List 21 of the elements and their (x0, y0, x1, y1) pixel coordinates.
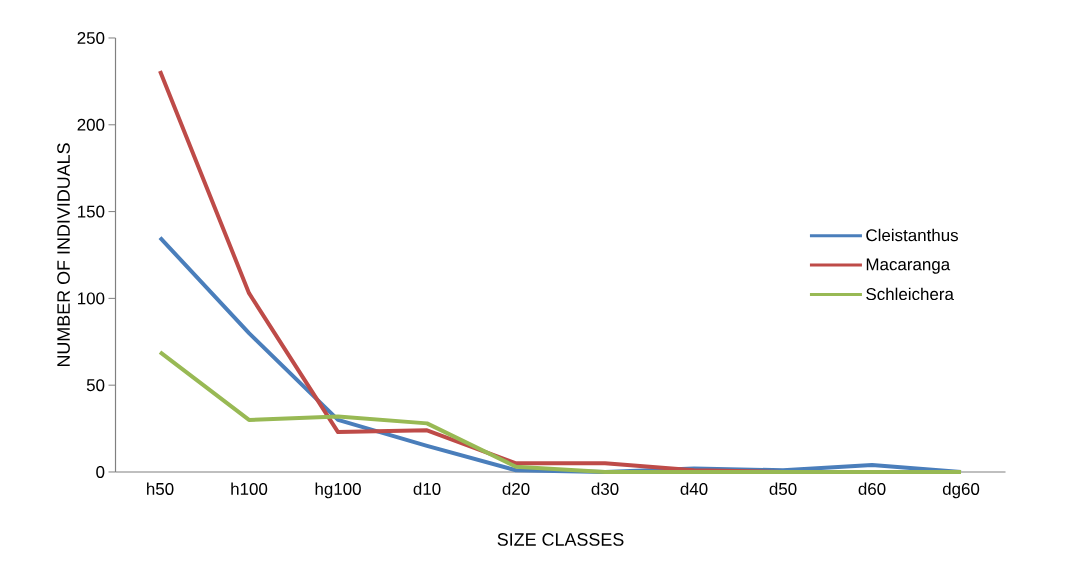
y-tick-label: 200 (77, 118, 105, 131)
legend-label: Macaranga (866, 258, 951, 274)
x-axis-title: SIZE CLASSES (497, 533, 624, 546)
x-tick-label: d20 (502, 482, 530, 495)
y-tick-label: 0 (96, 465, 105, 478)
x-tick-label: d10 (413, 482, 441, 495)
y-axis-title: NUMBER OF INDIVIDUALS (57, 143, 70, 367)
x-tick-label: d30 (591, 482, 619, 495)
x-tick-label: dg60 (942, 482, 980, 499)
y-tick-label: 50 (86, 379, 105, 392)
legend-label: Schleichera (866, 287, 954, 301)
x-tick-label: h100 (231, 482, 268, 495)
legend-label: Cleistanthus (866, 228, 958, 242)
x-tick-label: h50 (147, 482, 174, 495)
x-tick-label: d40 (680, 482, 708, 495)
x-tick-label: d60 (858, 482, 886, 495)
y-tick-label: 250 (77, 31, 105, 44)
y-tick-label: 150 (78, 205, 105, 218)
x-tick-label: hg100 (315, 482, 361, 499)
y-tick-label: 100 (78, 292, 105, 305)
x-tick-label: d50 (769, 482, 797, 495)
